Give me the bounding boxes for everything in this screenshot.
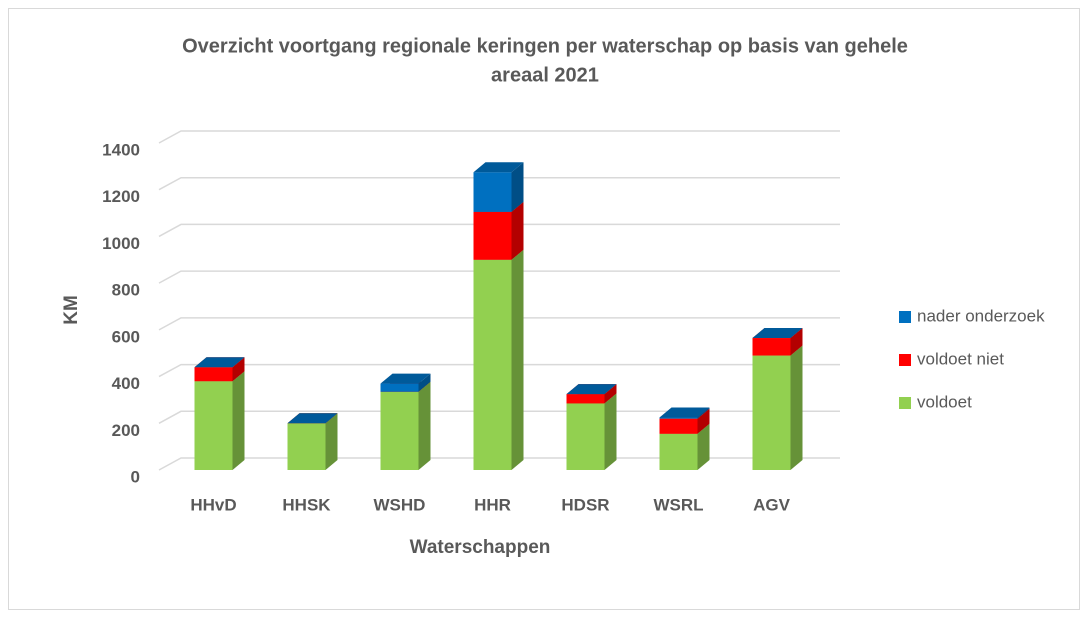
- legend-swatch: [899, 354, 911, 366]
- chart-title: Overzicht voortgang regionale keringen p…: [182, 35, 908, 57]
- bar-face: [511, 201, 524, 260]
- bar-face: [232, 357, 245, 382]
- bar-segment: [380, 373, 431, 392]
- bar-face: [659, 418, 698, 434]
- bar-face: [659, 433, 698, 470]
- bar-face: [380, 383, 419, 392]
- bar-segment: [659, 407, 710, 419]
- bar-face: [752, 328, 803, 339]
- grid-line: [158, 457, 840, 471]
- grid-line: [158, 317, 840, 331]
- bar-face: [790, 345, 803, 470]
- legend-label: nader onderzoek: [917, 306, 1045, 325]
- grid-line: [158, 176, 840, 191]
- bar-face: [287, 423, 326, 470]
- bar-face: [194, 381, 233, 470]
- bar-segment: [752, 328, 803, 339]
- bar-face: [752, 355, 791, 470]
- bar-face: [473, 162, 524, 173]
- bar-segment: [194, 371, 245, 470]
- bar-face: [232, 371, 245, 470]
- bar-face: [752, 338, 791, 356]
- bar-segment: [566, 393, 617, 470]
- bar-segment: [473, 162, 524, 212]
- bar-face: [511, 249, 524, 470]
- x-tick-label: AGV: [753, 495, 791, 514]
- y-tick-label: 1000: [102, 234, 140, 253]
- y-tick-label: 0: [131, 467, 140, 486]
- bar-face: [659, 417, 698, 419]
- legend-swatch: [899, 311, 911, 323]
- bar-face: [697, 407, 710, 419]
- bar-face: [604, 393, 617, 470]
- bar-segment: [566, 384, 617, 395]
- grid-line: [158, 363, 840, 378]
- y-tick-label: 400: [112, 374, 140, 393]
- x-tick-label: WSRL: [653, 495, 703, 514]
- bar-face: [697, 423, 710, 470]
- bar-segment: [380, 381, 431, 470]
- bar-face: [790, 328, 803, 356]
- bar-face: [325, 413, 338, 470]
- bar-face: [511, 162, 524, 212]
- bar-face: [380, 391, 419, 470]
- y-tick-label: 200: [112, 421, 140, 440]
- bar-face: [566, 394, 605, 404]
- grid-line: [158, 410, 840, 424]
- chart-title: areaal 2021: [491, 64, 599, 86]
- bar-face: [473, 259, 512, 470]
- bar-face: [194, 367, 233, 382]
- bar-segment: [194, 357, 245, 368]
- x-axis-label: Waterschappen: [410, 537, 551, 558]
- y-axis-label: KM: [61, 295, 82, 325]
- chart-border: [8, 8, 1080, 610]
- grid-line: [158, 130, 840, 144]
- x-tick-label: HHSK: [282, 495, 331, 514]
- x-tick-label: WSHD: [374, 495, 426, 514]
- bar-face: [566, 384, 617, 395]
- bar-face: [418, 373, 431, 392]
- y-tick-label: 600: [112, 327, 140, 346]
- bar-segment: [752, 345, 803, 470]
- y-tick-label: 800: [112, 281, 140, 300]
- y-tick-label: 1400: [102, 140, 140, 159]
- x-tick-label: HDSR: [561, 495, 609, 514]
- grid-line: [158, 223, 840, 238]
- bar-segment: [287, 413, 338, 424]
- bar-face: [380, 373, 431, 384]
- bar-face: [604, 384, 617, 404]
- bar-face: [659, 407, 710, 418]
- x-tick-label: HHR: [474, 495, 511, 514]
- bar-face: [566, 403, 605, 470]
- legend-swatch: [899, 397, 911, 409]
- x-tick-label: HHvD: [190, 495, 236, 514]
- legend-label: voldoet: [917, 392, 972, 411]
- bar-face: [697, 408, 710, 434]
- bar-face: [418, 381, 431, 470]
- legend-label: voldoet niet: [917, 349, 1004, 368]
- grid-line: [158, 270, 840, 284]
- bar-face: [194, 357, 245, 368]
- bar-face: [473, 172, 512, 212]
- bar-segment: [473, 249, 524, 470]
- bar-face: [473, 211, 512, 260]
- bar-segment: [473, 201, 524, 260]
- y-tick-label: 1200: [102, 187, 140, 206]
- bar-face: [287, 413, 338, 424]
